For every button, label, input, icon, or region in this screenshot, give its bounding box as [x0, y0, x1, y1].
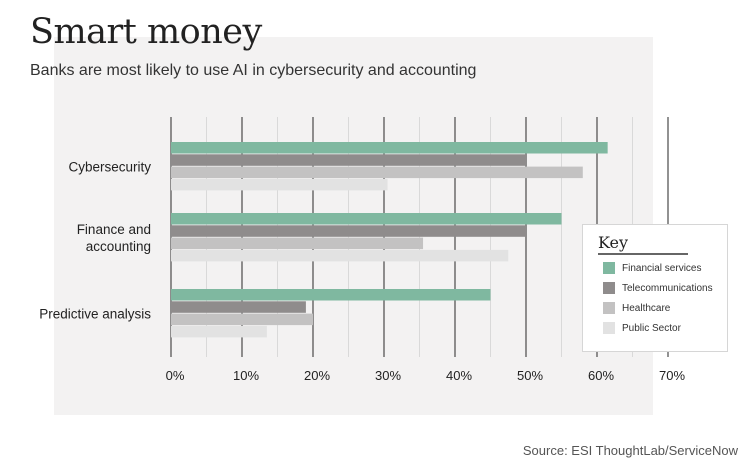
category-label: Predictive analysis [39, 307, 151, 322]
x-tick-label: 70% [659, 368, 685, 383]
category-label: Cybersecurity [68, 160, 151, 175]
legend: Key Financial services Telecommunication… [582, 224, 728, 352]
bar [171, 301, 306, 313]
legend-swatch-telecommunications [603, 282, 615, 294]
legend-title: Key [598, 233, 629, 252]
source-note: Source: ESI ThoughtLab/ServiceNow [522, 443, 738, 458]
bar [171, 213, 562, 225]
chart-title: Smart money [30, 12, 262, 52]
legend-label-public-sector: Public Sector [622, 322, 681, 334]
chart-subtitle: Banks are most likely to use AI in cyber… [30, 62, 477, 79]
x-tick-label: 30% [375, 368, 401, 383]
legend-label-telecommunications: Telecommunications [622, 282, 713, 294]
x-tick-label: 20% [304, 368, 330, 383]
bar [171, 154, 526, 166]
bar [171, 313, 313, 326]
category-label: accounting [86, 239, 151, 254]
bar [171, 142, 608, 154]
legend-swatch-healthcare [603, 302, 615, 314]
x-tick-label: 60% [588, 368, 614, 383]
legend-item-healthcare: Healthcare [603, 301, 670, 315]
legend-swatch-financial-services [603, 262, 615, 274]
legend-item-public-sector: Public Sector [603, 321, 681, 335]
bar [171, 178, 388, 191]
x-tick-label: 40% [446, 368, 472, 383]
legend-label-financial-services: Financial services [622, 262, 702, 274]
legend-swatch-public-sector [603, 322, 615, 334]
x-tick-label: 0% [166, 368, 185, 383]
category-label: Finance and [77, 222, 151, 237]
bar [171, 225, 526, 237]
legend-item-telecommunications: Telecommunications [603, 281, 713, 295]
legend-item-financial-services: Financial services [603, 261, 701, 275]
bar [171, 249, 509, 262]
bar [171, 166, 583, 179]
bar [171, 289, 491, 301]
bar [171, 325, 267, 338]
x-tick-label: 10% [233, 368, 259, 383]
bar [171, 237, 424, 250]
legend-label-healthcare: Healthcare [622, 302, 671, 314]
legend-title-underline [598, 253, 688, 255]
x-tick-label: 50% [517, 368, 543, 383]
